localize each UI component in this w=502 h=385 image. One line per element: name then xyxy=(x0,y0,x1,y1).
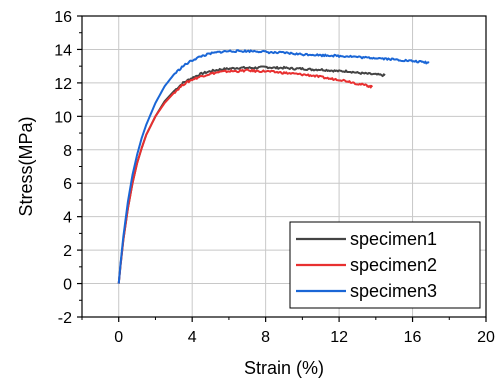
series-line-specimen2 xyxy=(117,68,374,284)
series-lines xyxy=(117,49,430,284)
legend-label-specimen1: specimen1 xyxy=(350,229,437,249)
y-tick-label: 16 xyxy=(54,9,72,26)
y-tick-label: 6 xyxy=(63,176,72,193)
x-tick-labels: 0 4 8 12 16 20 xyxy=(114,329,495,346)
x-axis-title: Strain (%) xyxy=(244,358,324,378)
series-line-specimen3 xyxy=(117,49,430,284)
x-tick-label: 12 xyxy=(330,329,348,346)
y-tick-label: 4 xyxy=(63,210,72,227)
y-tick-label: 14 xyxy=(54,42,72,59)
y-axis-title: Stress(MPa) xyxy=(16,116,36,216)
x-tick-label: 0 xyxy=(114,329,123,346)
y-tick-label: 8 xyxy=(63,143,72,160)
y-tick-label: 12 xyxy=(54,76,72,93)
y-tick-label: 0 xyxy=(63,277,72,294)
legend-items: specimen1 specimen2 specimen3 xyxy=(296,229,437,301)
legend: specimen1 specimen2 specimen3 xyxy=(289,221,481,309)
axis-ticks xyxy=(77,15,487,322)
y-tick-labels: -2 0 2 4 6 8 10 12 14 16 xyxy=(54,9,72,327)
legend-label-specimen2: specimen2 xyxy=(350,255,437,275)
x-tick-label: 20 xyxy=(477,329,495,346)
x-tick-label: 8 xyxy=(261,329,270,346)
y-tick-label: 2 xyxy=(63,243,72,260)
x-tick-label: 4 xyxy=(188,329,197,346)
x-tick-label: 16 xyxy=(404,329,422,346)
y-tick-label: 10 xyxy=(54,109,72,126)
legend-label-specimen3: specimen3 xyxy=(350,281,437,301)
y-tick-label: -2 xyxy=(58,310,72,327)
